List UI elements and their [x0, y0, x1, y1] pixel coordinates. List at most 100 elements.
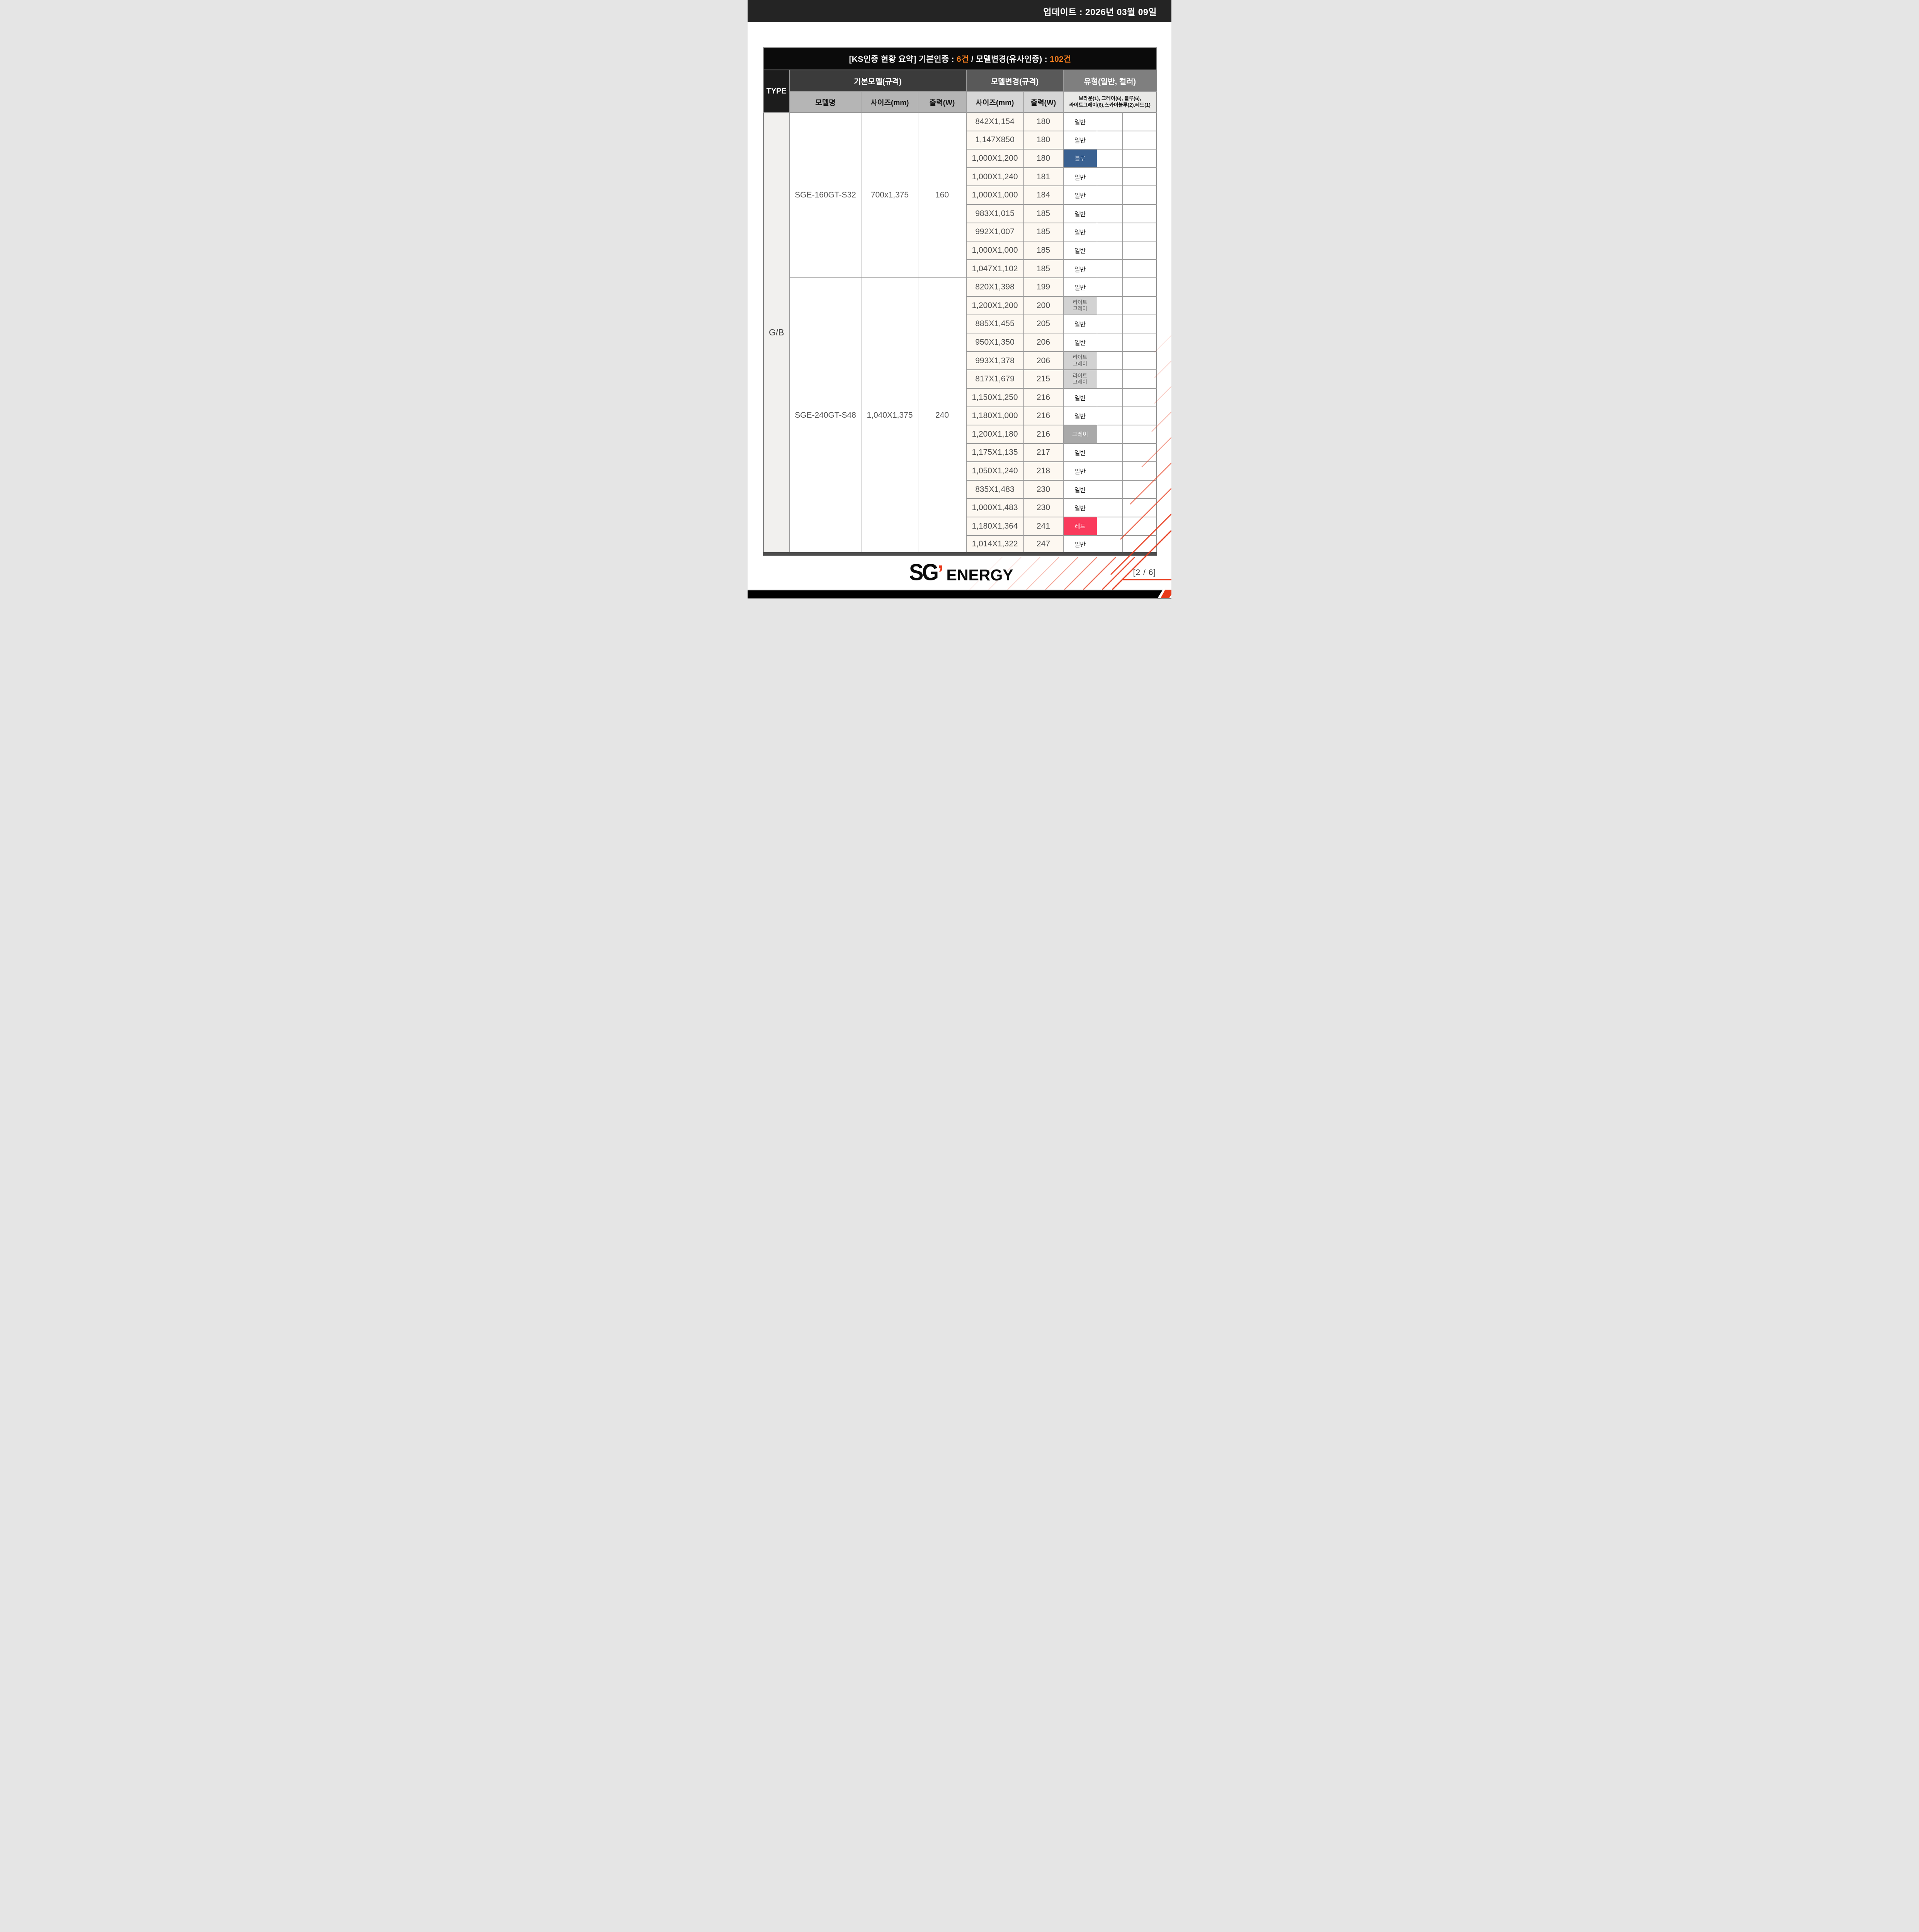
- footer-bottom-line: [748, 598, 1171, 599]
- variant-output-cell: 185: [1023, 241, 1064, 260]
- variant-type-cell: 일반: [1063, 461, 1097, 481]
- variant-size-cell: 950X1,350: [966, 333, 1024, 352]
- variant-row: 950X1,350 206 일반: [763, 333, 1157, 352]
- variant-output-cell: 205: [1023, 314, 1064, 334]
- variant-output-cell: 216: [1023, 388, 1064, 407]
- variant-size-cell: 992X1,007: [966, 222, 1024, 242]
- variant-size-cell: 835X1,483: [966, 480, 1024, 499]
- empty-cell: [1122, 222, 1157, 242]
- empty-cell: [1096, 443, 1123, 463]
- base-output-cell: 240: [918, 277, 967, 554]
- diagonal-stripe-line: [1026, 557, 1059, 590]
- empty-cell: [1096, 130, 1123, 150]
- empty-cell: [1096, 241, 1123, 260]
- variant-type-cell: 라이트 그레이: [1063, 296, 1097, 315]
- variant-row: 885X1,455 205 일반: [763, 314, 1157, 334]
- variant-row: 1,000X1,000 184 일반: [763, 185, 1157, 205]
- empty-cell: [1122, 314, 1157, 334]
- page-indicator-underline: [1122, 579, 1171, 580]
- variant-output-cell: 216: [1023, 406, 1064, 426]
- empty-cell: [1122, 517, 1157, 536]
- variant-row: 1,200X1,180 216 그레이: [763, 425, 1157, 444]
- empty-cell: [1096, 149, 1123, 168]
- empty-cell: [1096, 333, 1123, 352]
- variant-output-cell: 217: [1023, 443, 1064, 463]
- variant-row: G/B SGE-160GT-S32 700x1,375 160 842X1,154 180…: [763, 112, 1157, 554]
- header-model-name: 모델명: [789, 91, 862, 113]
- logo-sg-text: SG: [909, 559, 939, 585]
- empty-cell: [1096, 480, 1123, 499]
- variant-type-cell: 일반: [1063, 241, 1097, 260]
- variant-type-cell: 일반: [1063, 204, 1097, 223]
- empty-cell: [1122, 425, 1157, 444]
- variant-type-cell: 일반: [1063, 535, 1097, 554]
- empty-cell: [1122, 406, 1157, 426]
- variant-output-cell: 216: [1023, 425, 1064, 444]
- variant-output-cell: 185: [1023, 259, 1064, 279]
- variant-row: 1,175X1,135 217 일반: [763, 443, 1157, 463]
- variant-size-cell: 1,050X1,240: [966, 461, 1024, 481]
- variant-size-cell: 820X1,398: [966, 277, 1024, 297]
- variant-row: 1,050X1,240 218 일반: [763, 461, 1157, 481]
- header-base-size: 사이즈(mm): [861, 91, 918, 113]
- variant-size-cell: 1,180X1,000: [966, 406, 1024, 426]
- diagonal-stripe-line: [1083, 557, 1116, 590]
- variant-size-cell: 1,147X850: [966, 130, 1024, 150]
- empty-cell: [1122, 130, 1157, 150]
- base-output-cell: 160: [918, 112, 967, 279]
- variant-row: 1,047X1,102 185 일반: [763, 259, 1157, 279]
- variant-output-cell: 199: [1023, 277, 1064, 297]
- empty-cell: [1096, 517, 1123, 536]
- ks-cert-table: [KS인증 현황 요약] 기본인증 : 6건 / 모델변경(유사인증) : 10…: [763, 47, 1158, 556]
- model-change-count: 102건: [1050, 55, 1071, 64]
- type-value-cell: G/B: [763, 112, 790, 554]
- variant-type-cell: 일반: [1063, 185, 1097, 205]
- empty-cell: [1096, 369, 1123, 389]
- variant-row: 992X1,007 185 일반: [763, 222, 1157, 242]
- variant-size-cell: 1,150X1,250: [966, 388, 1024, 407]
- header-variant-group: 모델변경(규격): [966, 70, 1064, 92]
- update-date-text: 업데이트 : 2026년 03월 09일: [1043, 7, 1157, 17]
- variant-output-cell: 180: [1023, 112, 1064, 131]
- variant-output-cell: 200: [1023, 296, 1064, 315]
- variant-output-cell: 180: [1023, 149, 1064, 168]
- header-base-model-group: 기본모델(규격): [789, 70, 967, 92]
- variant-type-cell: 일반: [1063, 277, 1097, 297]
- empty-cell: [1096, 259, 1123, 279]
- empty-cell: [1096, 535, 1123, 554]
- variant-type-cell: 일반: [1063, 443, 1097, 463]
- variant-row: 1,200X1,200 200 라이트 그레이: [763, 296, 1157, 315]
- base-size-cell: 1,040X1,375: [861, 277, 918, 554]
- empty-cell: [1096, 277, 1123, 297]
- variant-row: 1,180X1,000 216 일반: [763, 406, 1157, 426]
- diagonal-stripe-line: [1064, 557, 1097, 590]
- empty-cell: [1096, 406, 1123, 426]
- variant-type-cell: 일반: [1063, 167, 1097, 187]
- variant-size-cell: 817X1,679: [966, 369, 1024, 389]
- variant-type-cell: 라이트 그레이: [1063, 351, 1097, 371]
- empty-cell: [1122, 296, 1157, 315]
- header-type-group: 유형(일반, 컬러): [1063, 70, 1157, 92]
- variant-output-cell: 241: [1023, 517, 1064, 536]
- variant-type-cell: 레드: [1063, 517, 1097, 536]
- empty-cell: [1096, 112, 1123, 131]
- variant-type-cell: 라이트 그레이: [1063, 369, 1097, 389]
- variant-output-cell: 184: [1023, 185, 1064, 205]
- variant-row: 817X1,679 215 라이트 그레이: [763, 369, 1157, 389]
- variant-size-cell: 1,200X1,200: [966, 296, 1024, 315]
- empty-cell: [1122, 277, 1157, 297]
- variant-output-cell: 206: [1023, 333, 1064, 352]
- empty-cell: [1096, 167, 1123, 187]
- variant-row: 1,000X1,000 185 일반: [763, 241, 1157, 260]
- variant-size-cell: 993X1,378: [966, 351, 1024, 371]
- variant-type-cell: 일반: [1063, 498, 1097, 518]
- empty-cell: [1122, 443, 1157, 463]
- variant-type-cell: 일반: [1063, 388, 1097, 407]
- empty-cell: [1096, 461, 1123, 481]
- variant-size-cell: 842X1,154: [966, 112, 1024, 131]
- document-page: 업데이트 : 2026년 03월 09일 [KS인증 현황 요약] 기본인증 :…: [748, 0, 1171, 599]
- model-name-cell: SGE-160GT-S32: [789, 112, 862, 279]
- empty-cell: [1096, 296, 1123, 315]
- variant-output-cell: 247: [1023, 535, 1064, 554]
- variant-row: 1,150X1,250 216 일반: [763, 388, 1157, 407]
